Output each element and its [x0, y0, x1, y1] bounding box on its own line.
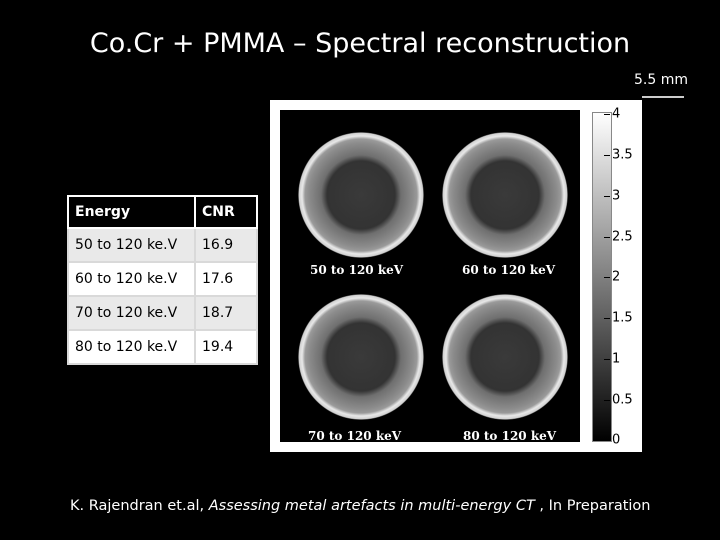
label-80-120: 80 to 120 keV [463, 429, 557, 443]
colorbar-tick-mark [604, 440, 610, 441]
colorbar-tick: 2.5 [612, 229, 633, 245]
colorbar-tick: 4 [612, 106, 621, 122]
colorbar-tick-mark [604, 237, 610, 238]
colorbar-tick: 1 [612, 351, 621, 367]
phantom-70-120 [298, 294, 424, 420]
citation-status: , In Preparation [534, 498, 651, 514]
label-50-120: 50 to 120 keV [310, 263, 404, 277]
cell-cnr: 18.7 [194, 295, 258, 331]
scale-bar [642, 96, 684, 98]
citation-authors: K. Rajendran et.al, [70, 498, 209, 514]
colorbar-tick-mark [604, 400, 610, 401]
colorbar-tick-mark [604, 114, 610, 115]
table-row: 80 to 120 ke.V 19.4 [67, 329, 258, 365]
citation-work: Assessing metal artefacts in multi-energ… [208, 498, 535, 514]
label-70-120: 70 to 120 keV [308, 429, 402, 443]
colorbar-tick-mark [604, 318, 610, 319]
phantom-50-120 [298, 132, 424, 258]
label-60-120: 60 to 120 keV [462, 263, 556, 277]
citation: K. Rajendran et.al, Assessing metal arte… [70, 498, 651, 514]
colorbar-tick-mark [604, 196, 610, 197]
colorbar-tick: 3.5 [612, 147, 633, 163]
cell-cnr: 19.4 [194, 329, 258, 365]
colorbar-tick-mark [604, 277, 610, 278]
header-cnr: CNR [194, 195, 258, 229]
colorbar-tick: 2 [612, 269, 621, 285]
colorbar-tick: 0 [612, 432, 621, 448]
phantom-80-120 [442, 294, 568, 420]
header-energy: Energy [67, 195, 196, 229]
colorbar-tick: 1.5 [612, 310, 633, 326]
cell-cnr: 16.9 [194, 227, 258, 263]
table-header-row: Energy CNR [67, 195, 258, 229]
colorbar-tick: 0.5 [612, 392, 633, 408]
phantom-60-120 [442, 132, 568, 258]
reconstruction-image: 50 to 120 keV 60 to 120 keV 70 to 120 ke… [280, 110, 580, 443]
cell-energy: 50 to 120 ke.V [67, 227, 196, 263]
cell-energy: 60 to 120 ke.V [67, 261, 196, 297]
colorbar-tick: 3 [612, 188, 621, 204]
cell-energy: 80 to 120 ke.V [67, 329, 196, 365]
scale-label: 5.5 mm [634, 72, 688, 88]
colorbar-tick-mark [604, 155, 610, 156]
table-row: 50 to 120 ke.V 16.9 [67, 227, 258, 263]
cell-energy: 70 to 120 ke.V [67, 295, 196, 331]
table-row: 60 to 120 ke.V 17.6 [67, 261, 258, 297]
table-row: 70 to 120 ke.V 18.7 [67, 295, 258, 331]
slide-title: Co.Cr + PMMA – Spectral reconstruction [89, 28, 631, 59]
cnr-table: Energy CNR 50 to 120 ke.V 16.9 60 to 120… [67, 195, 258, 365]
reconstruction-figure: 50 to 120 keV 60 to 120 keV 70 to 120 ke… [270, 100, 642, 452]
colorbar-tick-mark [604, 359, 610, 360]
cell-cnr: 17.6 [194, 261, 258, 297]
